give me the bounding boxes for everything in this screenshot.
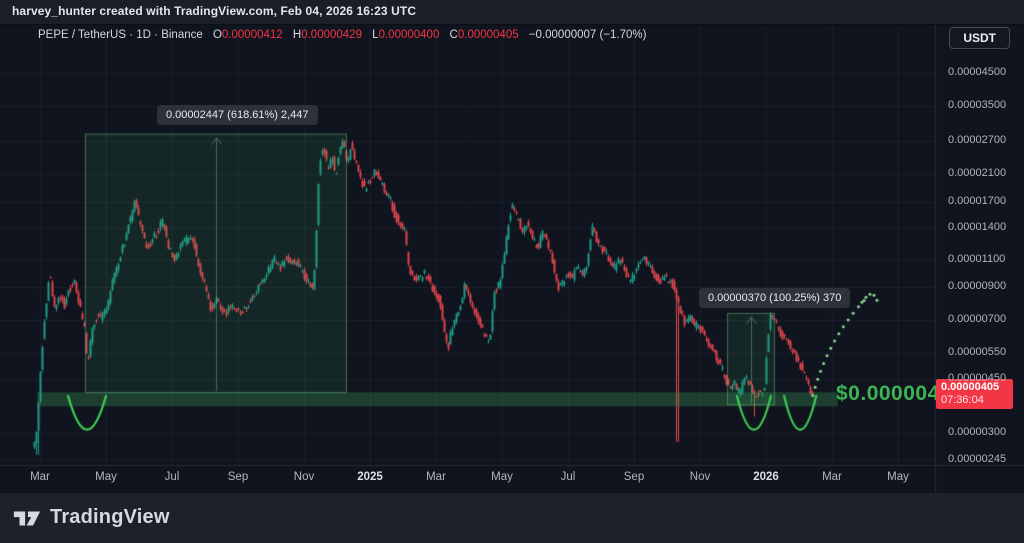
time-axis-label: Nov [689, 471, 711, 483]
price-axis[interactable]: 0.00000405 07:36:04 0.00004500 0.00003500… [935, 25, 1024, 493]
time-axis-label: Mar [30, 471, 50, 483]
tradingview-brand[interactable]: TradingView [12, 506, 170, 529]
tradingview-logo-icon [13, 510, 41, 525]
chart-region: PEPE / TetherUS · 1D · Binance O0.000004… [0, 25, 1024, 493]
close-label: C [449, 29, 458, 41]
open-value: 0.00000412 [221, 29, 283, 41]
time-axis-label: Nov [293, 471, 315, 483]
low-label: L [372, 29, 379, 41]
price-axis-label: 0.00004500 [948, 66, 1007, 78]
time-axis-label: Mar [822, 471, 842, 483]
time-axis-label: Jul [164, 471, 180, 483]
price-axis-label: 0.00000700 [948, 313, 1007, 326]
price-axis-label: 0.00000300 [948, 426, 1007, 439]
close-value: 0.00000405 [457, 29, 519, 41]
last-price-label: 0.00000405 07:36:04 [936, 379, 1013, 410]
time-axis-label: Jul [560, 471, 576, 483]
exchange-label: Binance [161, 29, 203, 41]
position-label-1[interactable]: 0.00002447 (618.61%) 2,447 [157, 105, 318, 125]
time-axis[interactable]: Mar May Jul Sep Nov 2025 Mar May Jul Sep Nov 2026 Ma… [0, 466, 935, 493]
price-axis-label: 0.00001700 [948, 195, 1007, 208]
low-value: 0.00000400 [378, 29, 440, 41]
price-axis-label: 0.00003500 [948, 99, 1007, 112]
tradingview-wordmark: TradingView [50, 506, 170, 528]
high-label: H [292, 29, 302, 41]
interval-label[interactable]: 1D [136, 29, 151, 41]
time-axis-label: May [491, 471, 513, 483]
time-axis-label: Sep [623, 471, 645, 483]
price-axis-label: 0.00002100 [948, 167, 1007, 180]
attribution-bar: harvey_hunter created with TradingView.c… [0, 0, 1024, 25]
price-axis-label: 0.00000550 [948, 345, 1007, 358]
time-axis-label: May [95, 471, 117, 483]
price-axis-label: 0.00001100 [948, 253, 1006, 266]
attribution-text: harvey_hunter created with TradingView.c… [12, 4, 417, 18]
chart-legend[interactable]: PEPE / TetherUS · 1D · Binance O0.000004… [38, 29, 646, 41]
position-label-2[interactable]: 0.00000370 (100.25%) 370 [699, 288, 851, 308]
time-axis-label: Mar [426, 471, 446, 483]
symbol-title[interactable]: PEPE / TetherUS [38, 29, 126, 41]
price-axis-label: 0.00000245 [948, 453, 1007, 466]
time-axis-label: 2026 [753, 471, 779, 483]
time-axis-label: May [887, 471, 909, 483]
footer-bar: TradingView [0, 493, 1024, 543]
open-label: O [212, 29, 222, 41]
bar-countdown: 07:36:04 [941, 394, 984, 407]
legend-separator: · [129, 29, 134, 41]
price-axis-label: 0.00001400 [948, 221, 1007, 234]
price-axis-label: 0.00002700 [948, 133, 1007, 146]
last-price-value: 0.00000405 [941, 381, 1000, 394]
currency-toggle-button[interactable]: USDT [949, 27, 1010, 49]
time-axis-label: 2025 [357, 471, 383, 483]
price-axis-label: 0.00000450 [948, 372, 1007, 385]
legend-separator: · [154, 29, 158, 41]
high-value: 0.00000429 [301, 29, 362, 41]
candlestick-chart[interactable] [0, 25, 1024, 493]
change-value: −0.00000007 (−1.70%) [528, 29, 647, 41]
support-price-callout[interactable]: $0.000004 [836, 381, 940, 405]
price-axis-label: 0.00000900 [948, 280, 1007, 293]
time-axis-label: Sep [227, 471, 249, 483]
